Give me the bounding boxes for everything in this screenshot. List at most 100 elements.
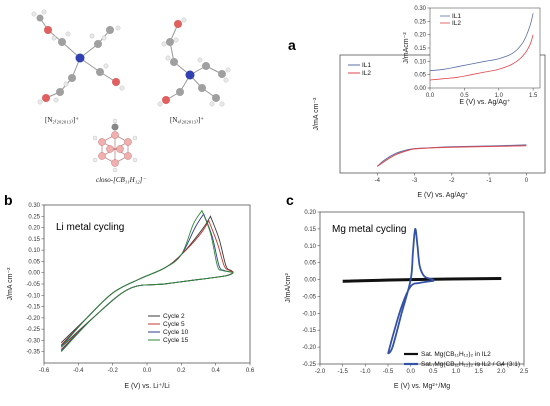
chart-c-ylabel: J/mA/cm²	[285, 273, 292, 303]
chart-a-line-il2	[377, 145, 527, 167]
panel-label-a: a	[288, 37, 296, 53]
chart-b-x-ticks: -0.6 -0.4 -0.2 0.0 0.2 0.4 0.6	[39, 363, 255, 374]
chart-b-y-tick-label: 0.05	[28, 259, 40, 265]
chart-c-x-tick-label: -0.5	[383, 369, 394, 375]
chart-c-y-tick-label: 0.15	[304, 227, 316, 233]
chart-a-x-ticks: -4 -3 -2 -1 0	[375, 173, 529, 184]
chart-c-x-tick-label: 1.5	[474, 369, 483, 375]
chart-c-y-tick-label: -0.10	[302, 311, 316, 317]
chart-a-inset-x-tick-label: 0.5	[460, 93, 469, 99]
chart-c-y-tick-label: -0.20	[302, 345, 316, 351]
legend-label-il2-g4-mg: Sat. Mg(CB₁₁H₁₂)₂ in IL2 / G4 (3:1)	[421, 361, 520, 368]
legend-label-il2: IL2	[362, 70, 371, 77]
chart-b: -0.6 -0.4 -0.2 0.0 0.2 0.4 0.6 -0.35 -0.30 -0.25…	[7, 203, 255, 390]
chart-c-x-tick-label: 2.0	[497, 369, 506, 375]
chart-b-x-tick-label: 0.2	[177, 368, 186, 374]
chart-a-inset-y-tick-label: 0.00	[414, 86, 426, 92]
legend-label-cycle-10: Cycle 10	[163, 329, 189, 336]
molecule-n2-label: [N₂₍₂₀₂₀₁₃₎]⁺	[45, 116, 79, 124]
chart-a-inset-x-tick-label: 1.5	[529, 93, 538, 99]
chart-b-y-tick-label: 0.10	[28, 248, 40, 254]
chart-b-line-cycle-15	[60, 209, 234, 353]
chart-c-x-ticks: -2.0 -1.5 -1.0 -0.5 0.0 0.5 1.0 1.5 2.0 2.5	[315, 364, 529, 375]
chart-c-y-tick-label: -0.05	[302, 294, 316, 300]
chart-a-inset-series	[429, 13, 534, 81]
chart-a-x-tick-label: -3	[412, 178, 418, 184]
chart-a-inset-y-tick-label: 0.10	[414, 59, 426, 65]
legend-label-cycle-15: Cycle 15	[163, 337, 189, 344]
chart-a-inset-y-tick-label: 0.05	[414, 73, 426, 79]
chart-c-x-tick-label: -1.0	[360, 369, 371, 375]
chart-a-x-tick-label: -2	[449, 178, 455, 184]
chart-c-y-tick-label: 0.00	[304, 278, 316, 284]
chart-c-x-tick-label: -2.0	[315, 369, 326, 375]
panel-label-c: c	[286, 192, 294, 208]
chart-c-y-tick-label: 0.05	[304, 261, 316, 267]
chart-b-x-tick-label: 0.6	[246, 368, 255, 374]
chart-b-title: Li metal cycling	[56, 222, 124, 233]
chart-a-inset-y-ticks: 0.00 0.05 0.10 0.15 0.20 0.25 0.30	[414, 6, 430, 92]
chart-c-y-tick-label: 0.20	[304, 210, 316, 216]
chart-c-title: Mg metal cycling	[332, 224, 406, 235]
chart-b-y-tick-label: -0.25	[26, 327, 40, 333]
chart-b-y-ticks: -0.35 -0.30 -0.25 -0.20 -0.15 -0.10 -0.05 0.00 0…	[26, 203, 44, 356]
molecule-n2-ball-and-stick	[31, 9, 125, 105]
chart-c-x-tick-label: 0.5	[429, 369, 438, 375]
chart-b-x-tick-label: -0.2	[107, 368, 118, 374]
chart-c-x-tick-label: 0.0	[406, 369, 415, 375]
legend-label-il1: IL1	[362, 62, 371, 69]
chart-b-y-tick-label: -0.10	[26, 293, 40, 299]
chart-a-inset-xlabel: E (V) vs. Ag/Ag⁺	[459, 99, 510, 106]
chart-b-y-tick-label: -0.05	[26, 282, 40, 288]
chart-b-x-tick-label: 0.0	[143, 368, 152, 374]
chart-a-inset-legend: IL1 IL2	[440, 13, 461, 27]
chart-c-x-tick-label: 1.0	[452, 369, 461, 375]
chart-c-y-tick-label: -0.15	[302, 328, 316, 334]
chart-b-y-tick-label: 0.15	[28, 237, 40, 243]
chart-b-x-tick-label: -0.4	[73, 368, 84, 374]
chart-a-x-tick-label: -4	[375, 178, 381, 184]
chart-b-y-tick-label: -0.35	[26, 350, 40, 356]
chart-c-frame	[319, 211, 525, 365]
chart-c-line-il2-g4	[387, 227, 435, 355]
chart-c: -2.0 -1.5 -1.0 -0.5 0.0 0.5 1.0 1.5 2.0 2.5 -0.25…	[285, 210, 529, 390]
chart-a-inset-y-tick-label: 0.20	[414, 33, 426, 39]
chart-a-inset-line-il1	[429, 13, 534, 72]
chart-c-xlabel: E (V) vs. Mg²⁺/Mg	[394, 383, 450, 390]
chart-b-y-tick-label: 0.30	[28, 203, 40, 209]
chart-b-x-tick-label: -0.6	[39, 368, 50, 374]
chart-c-legend: Sat. Mg(CB₁₁H₁₂)₂ in IL2 Sat. Mg(CB₁₁H₁₂…	[404, 351, 520, 368]
chart-b-y-tick-label: -0.15	[26, 305, 40, 311]
chart-a-inset-frame	[429, 7, 541, 89]
chart-c-line-il2	[342, 277, 502, 283]
chart-c-y-ticks: -0.25 -0.20 -0.15 -0.10 -0.05 0.00 0.05 0.10 0.1…	[302, 210, 320, 368]
molecule-carborane-cluster	[92, 118, 138, 173]
chart-a-inset-x-tick-label: 0.0	[426, 93, 435, 99]
chart-b-xlabel: E (V) vs. Li⁺/Li	[124, 383, 170, 390]
chart-b-series	[60, 209, 234, 353]
chart-a-series	[376, 144, 527, 167]
chart-c-series	[342, 227, 502, 355]
chart-a-inset-line-il2	[429, 34, 534, 81]
chart-c-y-tick-label: 0.10	[304, 244, 316, 250]
chart-a-inset-x-ticks: 0.0 0.5 1.0 1.5	[426, 88, 538, 99]
chart-b-line-cycle-2	[60, 215, 234, 348]
inset-legend-label-il2: IL2	[452, 20, 461, 27]
chart-b-line-cycle-10	[60, 213, 234, 351]
molecule-carborane-label: closo-[CB₁₁H₁₂]⁻	[96, 176, 147, 184]
chart-a-xlabel: E (V) vs. Ag/Ag⁺	[417, 192, 468, 199]
legend-label-cycle-5: Cycle 5	[163, 321, 185, 328]
chart-a-inset-y-tick-label: 0.25	[414, 19, 426, 25]
legend-label-cycle-2: Cycle 2	[163, 313, 185, 320]
chart-b-y-tick-label: 0.20	[28, 226, 40, 232]
chart-a-ylabel: J/mA cm⁻²	[313, 97, 320, 131]
chart-a: -4 -3 -2 -1 0 IL1 IL2 E (V) vs. Ag/Ag⁺ J/mA …	[313, 6, 546, 199]
chart-b-y-tick-label: 0.25	[28, 214, 40, 220]
chart-b-ylabel: J/mA cm⁻²	[7, 267, 14, 301]
chart-a-line-il1	[376, 144, 527, 167]
chart-a-inset-ylabel: J/mAcm⁻²	[403, 32, 410, 64]
chart-a-inset-y-tick-label: 0.30	[414, 6, 426, 12]
molecule-n4-ball-and-stick	[157, 17, 231, 107]
